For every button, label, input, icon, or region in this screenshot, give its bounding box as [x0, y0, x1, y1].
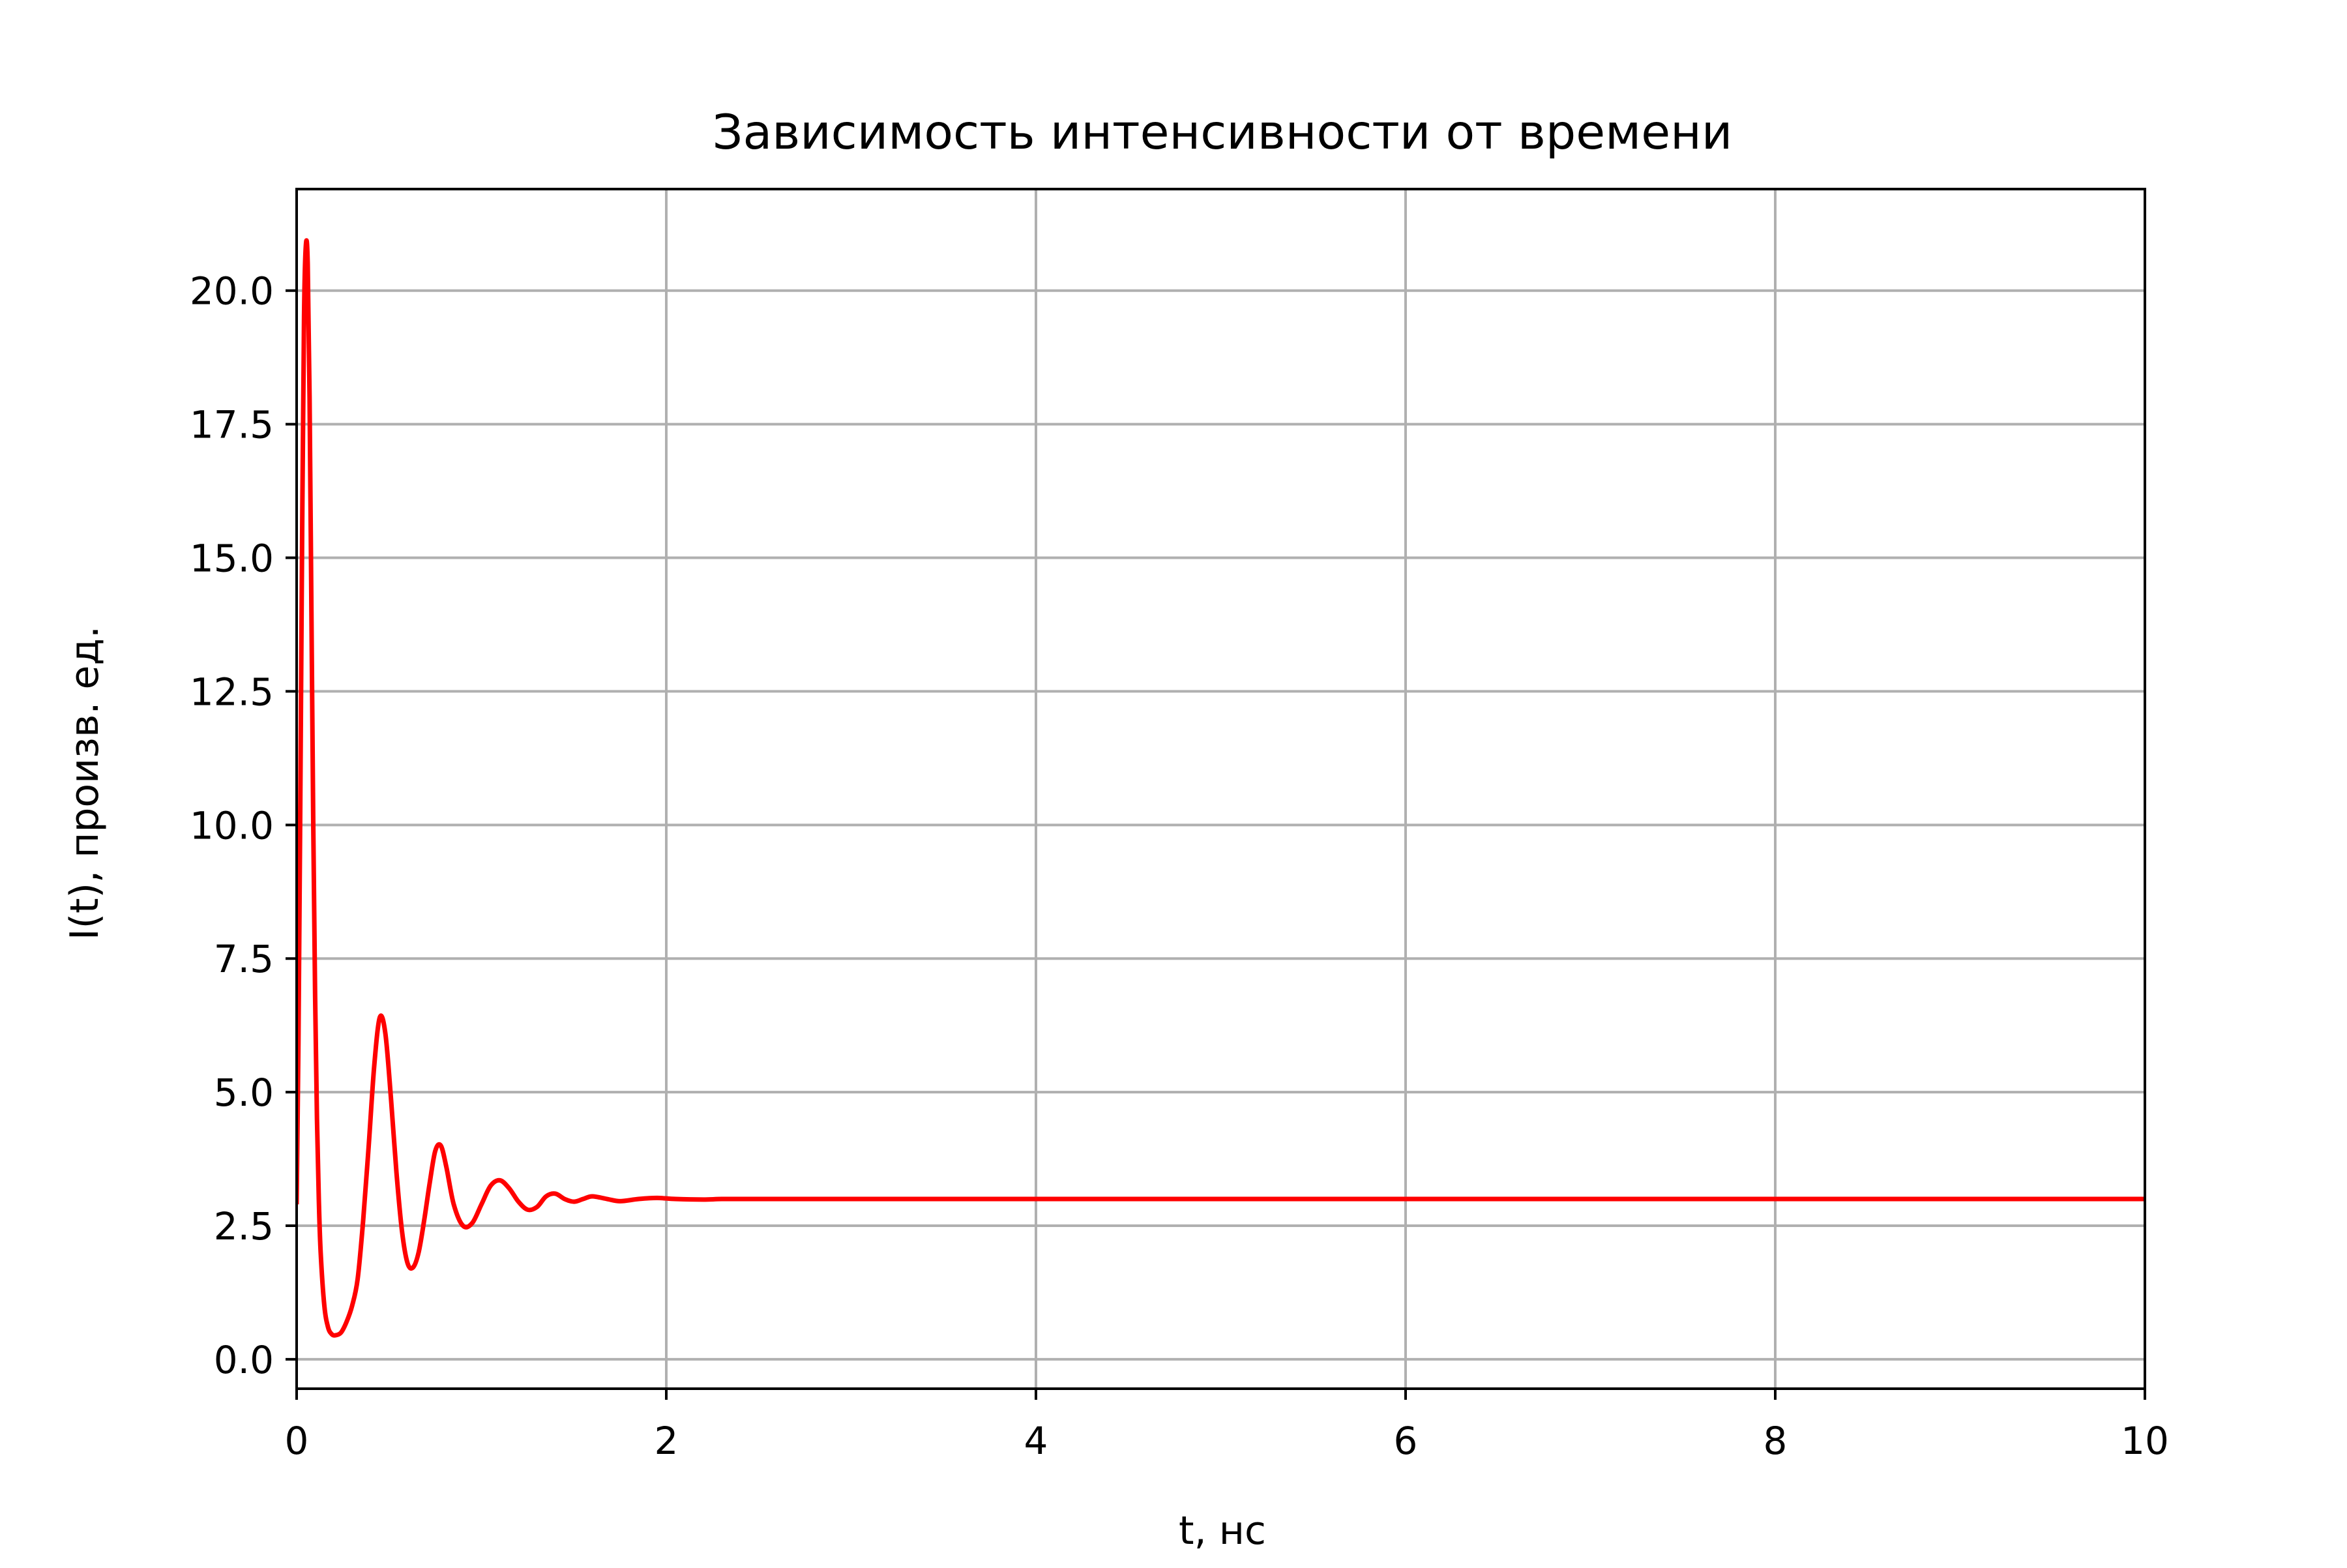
plot-area: [297, 238, 2145, 1338]
y-tick-label: 5.0: [214, 1071, 274, 1115]
y-axis-label: I(t), произв. ед.: [62, 626, 108, 940]
y-tick-label: 0.0: [214, 1338, 274, 1382]
y-tick-label: 20.0: [190, 269, 274, 314]
x-tick-label: 8: [1764, 1419, 1788, 1463]
y-tick-label: 12.5: [190, 670, 274, 714]
ticks: 0 2 4 6 8 10 0.0 2.5 5.0 7.5 10.0 12.5 15.0 17.5 20.0: [190, 269, 2169, 1463]
x-tick-label: 4: [1024, 1419, 1048, 1463]
x-tick-label: 2: [655, 1419, 679, 1463]
x-tick-label: 0: [285, 1419, 309, 1463]
y-tick-label: 7.5: [214, 937, 274, 981]
y-tick-label: 2.5: [214, 1204, 274, 1249]
series-line: [297, 238, 2145, 1338]
axes-frame: [295, 188, 2146, 1390]
x-axis-label: t, нс: [1179, 1508, 1266, 1554]
y-tick-label: 10.0: [190, 803, 274, 848]
y-tick-label: 17.5: [190, 403, 274, 447]
x-tick-label: 10: [2121, 1419, 2169, 1463]
chart-title: Зависимость интенсивности от времени: [713, 105, 1733, 160]
y-tick-label: 15.0: [190, 537, 274, 581]
x-tick-label: 6: [1394, 1419, 1418, 1463]
